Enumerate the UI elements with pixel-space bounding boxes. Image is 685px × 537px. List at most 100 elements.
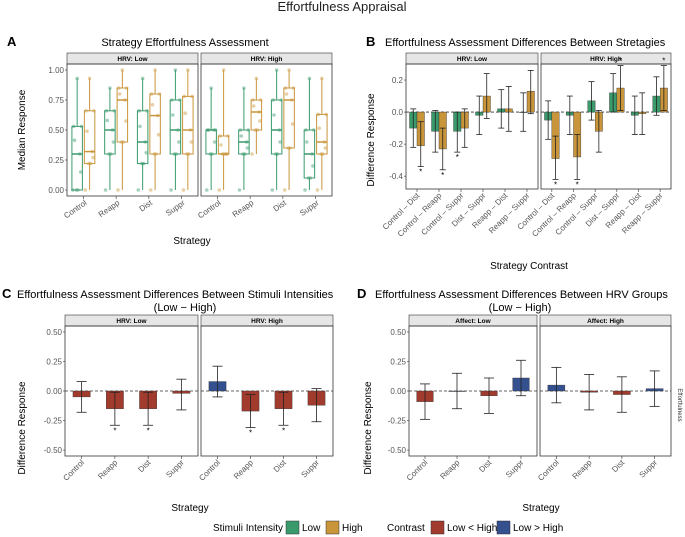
legend-swatch-low-gt-high [496,520,511,535]
y-tick-label: -0.25 [388,417,407,426]
panel-a-xlabel: Strategy [173,236,210,247]
y-tick-label: 1.00 [48,66,64,75]
jitter-point [258,119,262,123]
significance-star: * [554,180,557,189]
panel-d-xlabel: Strategy [522,503,559,514]
jitter-point [250,152,254,156]
jitter-point [148,188,153,192]
x-tick-label: Suppr [299,458,321,480]
x-tick-label: Control [405,458,430,483]
significance-star: * [282,426,285,435]
jitter-point [181,188,186,192]
y-tick-label: 0.50 [390,328,406,337]
box [283,87,295,149]
y-tick-label: -0.50 [388,446,407,455]
box [250,99,263,131]
panel-a-letter: A [7,34,17,49]
x-tick-label: Reapp – Suppr [487,191,532,236]
jitter-point [272,113,276,117]
jitter-point [140,76,145,81]
panel-b-xlabel: Strategy Contrast [490,261,568,272]
jitter-point [311,164,315,168]
panel-d: D Effortfulness Assessment Differences B… [357,286,682,514]
jitter-point [183,111,188,115]
panel-b-ylabel: Difference Response [366,93,377,187]
box [104,110,116,155]
jitter-point [304,140,309,144]
figure-title: Effortfulness Appraisal [277,0,406,14]
x-tick-label: Control [197,458,222,483]
y-tick-label: -0.50 [44,446,63,455]
x-tick-label: Reapp [232,458,255,481]
panel-c-plot: 0.50 0.25 0.00 -0.25 -0.50 HRV: Low Control Rea… [44,314,334,483]
significance-star: * [441,171,444,180]
box [83,110,96,165]
panel-c-ylabel: Difference Response [17,381,28,475]
box [136,110,149,165]
jitter-point [78,170,83,174]
facet-label: HRV: Low [117,56,148,63]
y-tick-label: 0.50 [46,328,62,337]
x-tick-label: Control [61,458,86,483]
panel-c-xlabel: Strategy [171,503,208,514]
panel-a-title: Strategy Effortfulness Assessment [101,37,268,49]
panel-b-letter: B [366,34,375,49]
jitter-point [105,118,110,123]
jitter-point [103,188,108,192]
box [71,125,83,191]
facet-panel [405,63,539,190]
jitter-point [307,76,312,81]
jitter-point [284,92,289,96]
x-tick-label: Dist [272,198,289,214]
jitter-point [245,146,250,150]
jitter-point [177,140,181,144]
jitter-point [204,188,209,192]
jitter-point [237,188,242,192]
facet-label: HRV: Low [457,56,488,63]
jitter-point [189,140,194,144]
x-tick-label: Dist [138,198,155,214]
panel-b-title: Effortfulness Assessment Differences Bet… [385,37,666,49]
legend-item-low-gt-high: Low > High [513,523,563,534]
panel-a-plot: 0.00 0.25 0.50 0.75 1.00 HRV: Low Control Reapp… [48,52,333,220]
y-tick-label: 0.00 [390,387,406,396]
y-tick-label: 0.2 [392,76,404,85]
jitter-point [138,124,142,129]
box [182,95,194,155]
y-tick-label: -0.2 [389,140,403,149]
jitter-point [169,188,173,192]
legend-stimuli-title: Stimuli Intensity [213,523,283,534]
x-tick-label: Control [62,198,88,220]
panel-c: C Effortfulness Assessment Differences B… [2,286,334,514]
jitter-point [75,76,79,81]
jitter-point [303,188,307,192]
significance-star: * [419,168,422,177]
x-tick-label: Control [196,198,222,220]
panel-a: A Strategy Effortfulness Assessment Medi… [7,34,269,247]
facet-panel [66,63,199,197]
significance-star: * [113,426,116,435]
facet-label: Affect: High [587,318,624,325]
panel-c-title: Effortfulness Assessment Differences Bet… [17,289,334,301]
jitter-point [217,188,222,192]
x-tick-label: Reapp [438,458,461,481]
x-tick-label: Suppr [504,458,526,480]
legend-item-low-lt-high: Low < High [447,523,497,534]
panel-c-subtitle: (Low − High) [154,302,217,314]
panel-b: B Effortfulness Assessment Differences B… [366,34,666,272]
legend-swatch-low [285,520,300,535]
panel-d-side-label: Effortfulness [676,388,682,421]
y-tick-label: 0.00 [46,387,62,396]
box [149,93,161,155]
significance-star: * [249,429,252,438]
box [316,113,328,155]
y-tick-label: 0.75 [48,96,64,105]
jitter-point [282,188,287,192]
jitter-point [254,76,259,81]
jitter-point [219,143,223,147]
jitter-point [136,188,141,192]
x-tick-label: Suppr [638,458,660,480]
jitter-point [87,76,92,81]
y-tick-label: 0.25 [48,156,64,165]
